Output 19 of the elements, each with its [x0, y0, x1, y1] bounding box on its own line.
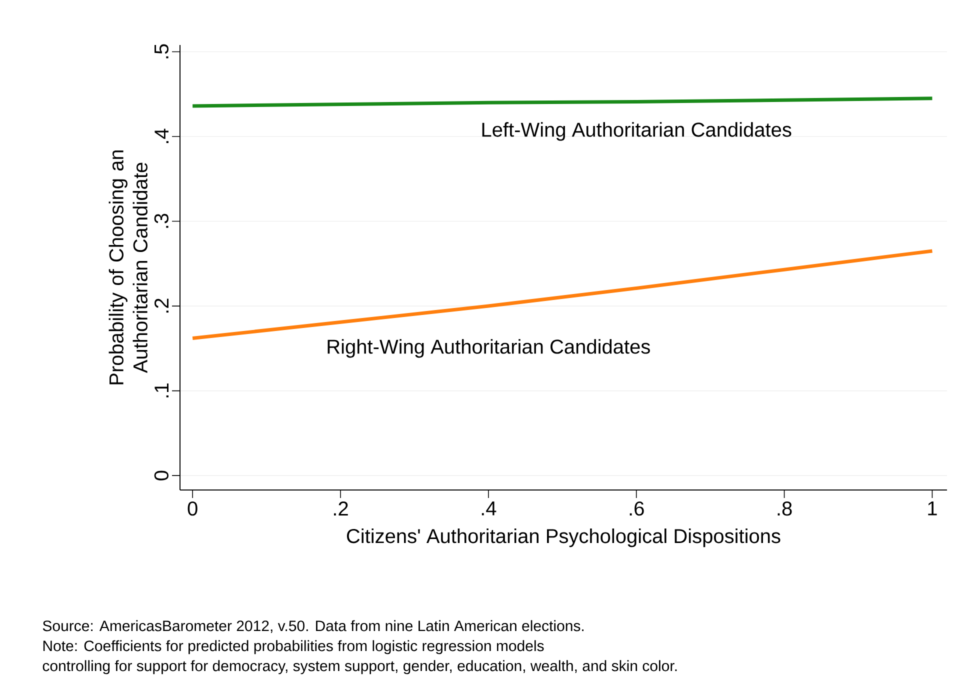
- x-tick-label: .2: [334, 502, 348, 516]
- x-tick-label: 1: [928, 502, 937, 516]
- y-tick-label: 0: [154, 470, 168, 480]
- source-note: Source: AmericasBarometer 2012, v.50. Data from nine Latin American elections.: [42, 620, 584, 633]
- series-label: Right-Wing Authoritarian Candidates: [328, 339, 650, 358]
- y-tick-label: .1: [154, 383, 168, 398]
- x-tick-label: .4: [482, 502, 496, 516]
- x-tick-label: .6: [630, 502, 644, 516]
- y-tick-label: .5: [154, 44, 168, 58]
- x-axis-title: Citizens' Authoritarian Psychological Dispositions: [346, 528, 780, 548]
- y-axis-title: Probability of Choosing an Authoritarian Candidate: [108, 150, 148, 384]
- text: Note: Coefficients for predicted probabilities from logistic regression models: [43, 640, 544, 654]
- y-tick-label: .2: [154, 298, 168, 313]
- y-tick-label: .4: [154, 128, 168, 144]
- x-tick-label: 0: [188, 502, 198, 516]
- y-tick-label: .3: [154, 214, 168, 228]
- text: controlling for support for democracy, system support, gender, education, wealth, and skin color.: [42, 660, 677, 674]
- x-tick-label: .8: [778, 502, 792, 516]
- series-label: Left-Wing Authoritarian Candidates: [482, 122, 792, 141]
